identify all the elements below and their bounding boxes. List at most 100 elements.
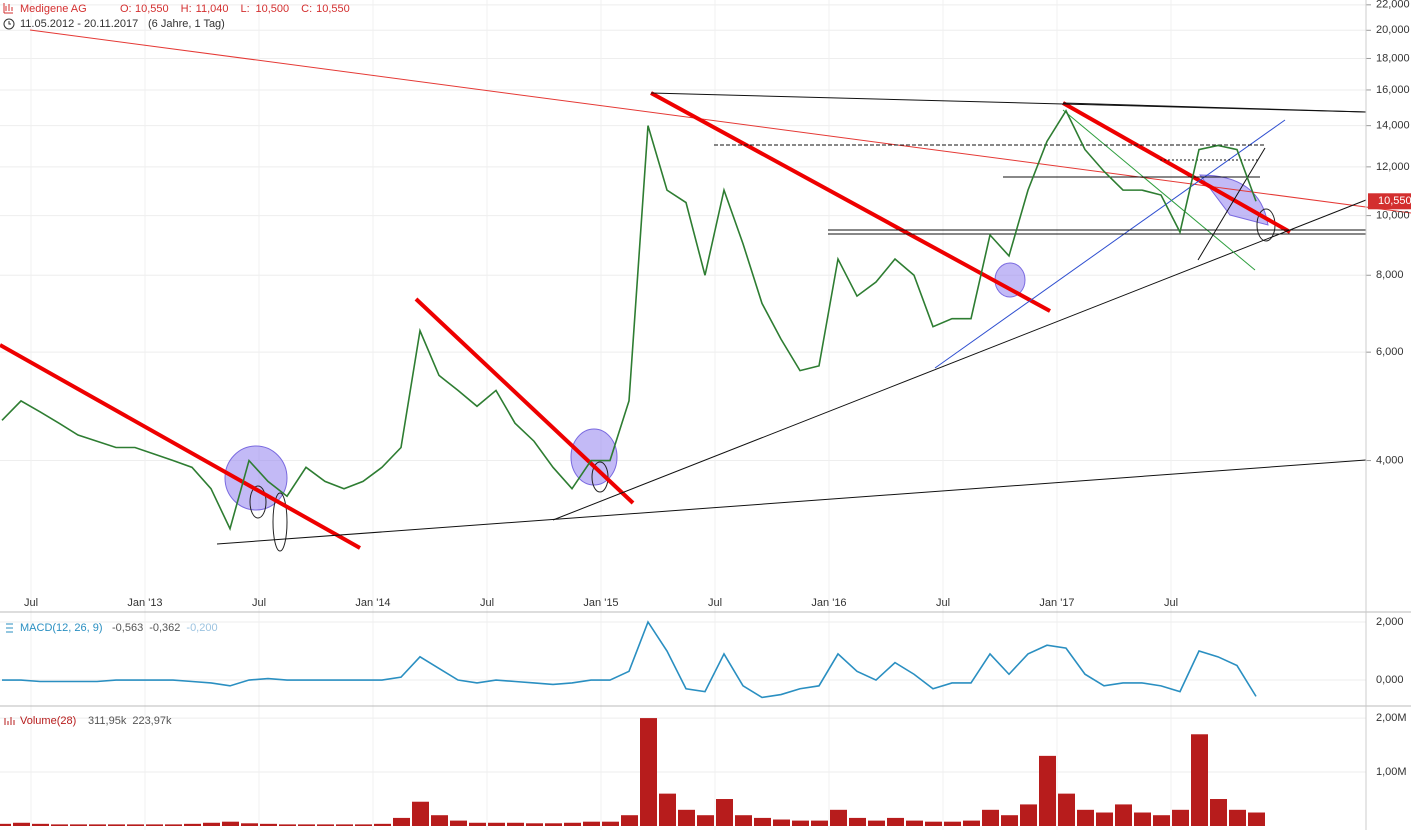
y-tick-label: 10,000: [1376, 210, 1410, 222]
volume-bar: [13, 822, 30, 826]
x-tick-label: Jul: [480, 597, 494, 609]
x-tick-label: Jan '16: [811, 597, 846, 609]
x-tick-label: Jan '14: [355, 597, 390, 609]
volume-bar: [1210, 799, 1227, 826]
volume-bar: [1229, 809, 1246, 826]
marks: [0, 109, 1265, 826]
ohlc-value: 11,040: [196, 3, 229, 15]
volume-bar: [393, 817, 410, 826]
volume-bar: [773, 819, 790, 826]
volume-bar: [89, 824, 106, 826]
volume-bar: [526, 823, 543, 826]
ohlc-value: 10,500: [255, 3, 289, 15]
volume-bar: [355, 824, 372, 826]
volume-bar: [1153, 815, 1170, 826]
volume-bar: [127, 824, 144, 826]
volume-bar: [222, 821, 239, 826]
x-tick-label: Jan '13: [127, 597, 162, 609]
y-tick-label: 14,000: [1376, 120, 1410, 132]
volume-bar: [716, 799, 733, 826]
x-tick-label: Jul: [1164, 597, 1178, 609]
volume-bar: [374, 823, 391, 826]
chart-title: Medigene AG: [20, 3, 87, 15]
volume-bar: [583, 821, 600, 826]
volume-bar: [906, 820, 923, 826]
volume-bar: [298, 824, 315, 826]
price-line: [1, 109, 1257, 531]
volume-bar: [184, 823, 201, 826]
volume-bar: [51, 824, 68, 826]
y-tick-label: 12,000: [1376, 161, 1410, 173]
macd-reading: -0,362: [149, 622, 180, 634]
x-tick-label: Jan '15: [583, 597, 618, 609]
volume-reading: 311,95k: [88, 715, 127, 727]
y-tick-label: 2,000: [1376, 616, 1404, 628]
volume-bar: [1172, 809, 1189, 826]
volume-bar: [1248, 812, 1265, 826]
volume-bar: [0, 823, 11, 826]
volume-bar: [792, 820, 809, 826]
volume-bar: [640, 718, 657, 826]
x-tick-label: Jul: [252, 597, 266, 609]
volume-bar: [659, 793, 676, 826]
y-tick-label: 8,000: [1376, 269, 1404, 281]
y-tick-label: 4,000: [1376, 454, 1404, 466]
date-range: 11.05.2012 - 20.11.2017: [20, 18, 138, 30]
y-tick-label: 0,000: [1376, 674, 1404, 686]
volume-bar: [925, 821, 942, 826]
volume-bar: [564, 822, 581, 826]
volume-bar: [146, 824, 163, 826]
ohlc-key: C:: [301, 3, 312, 15]
volume-reading: 223,97k: [132, 715, 172, 727]
volume-bar: [1077, 809, 1094, 826]
macd-line: [2, 620, 1257, 699]
volume-bar: [1191, 734, 1208, 826]
volume-bar: [279, 824, 296, 826]
volume-bar: [868, 820, 885, 826]
y-tick-label: 2,00M: [1376, 712, 1407, 724]
volume-bar: [32, 823, 49, 826]
range-note: (6 Jahre, 1 Tag): [148, 18, 225, 30]
x-tick-label: Jul: [708, 597, 722, 609]
volume-bar: [70, 824, 87, 826]
header-icons: [3, 3, 15, 725]
volume-bar: [165, 824, 182, 826]
volume-bar: [678, 809, 695, 826]
volume-bar: [507, 822, 524, 826]
ohlc-key: H:: [181, 3, 192, 15]
labels: Medigene AG 11.05.2012 - 20.11.2017 (6 J…: [20, 0, 1411, 778]
macd-reading: -0,200: [186, 622, 217, 634]
volume-bar: [754, 817, 771, 826]
volume-bar: [811, 820, 828, 826]
volume-bar: [336, 824, 353, 826]
volume-bar: [982, 809, 999, 826]
x-tick-label: Jan '17: [1039, 597, 1074, 609]
volume-bar: [830, 809, 847, 826]
volume-bar: [1039, 755, 1056, 826]
volume-bar: [963, 820, 980, 826]
y-tick-label: 6,000: [1376, 346, 1404, 358]
volume-bar: [412, 801, 429, 826]
volume-bar: [602, 821, 619, 826]
y-tick-label: 1,00M: [1376, 766, 1407, 778]
x-tick-label: Jul: [936, 597, 950, 609]
volume-bar: [1001, 815, 1018, 826]
volume-bar: [260, 823, 277, 826]
volume-bar: [1115, 804, 1132, 826]
volume-bar: [697, 815, 714, 826]
volume-bar: [735, 815, 752, 826]
x-tick-label: Jul: [24, 597, 38, 609]
ohlc-key: L:: [240, 3, 249, 15]
ohlc-value: 10,550: [316, 3, 350, 15]
ohlc-value: 10,550: [135, 3, 169, 15]
volume-bar: [545, 823, 562, 826]
y-tick-label: 16,000: [1376, 84, 1410, 96]
price-tag-label: 10,550: [1378, 195, 1411, 207]
volume-legend: Volume(28): [20, 715, 76, 727]
volume-bar: [241, 823, 258, 826]
ohlc-key: O:: [120, 3, 132, 15]
y-tick-label: 22,000: [1376, 0, 1410, 11]
volume-bar: [488, 822, 505, 826]
volume-bar: [1134, 812, 1151, 826]
macd-reading: -0,563: [112, 622, 143, 634]
